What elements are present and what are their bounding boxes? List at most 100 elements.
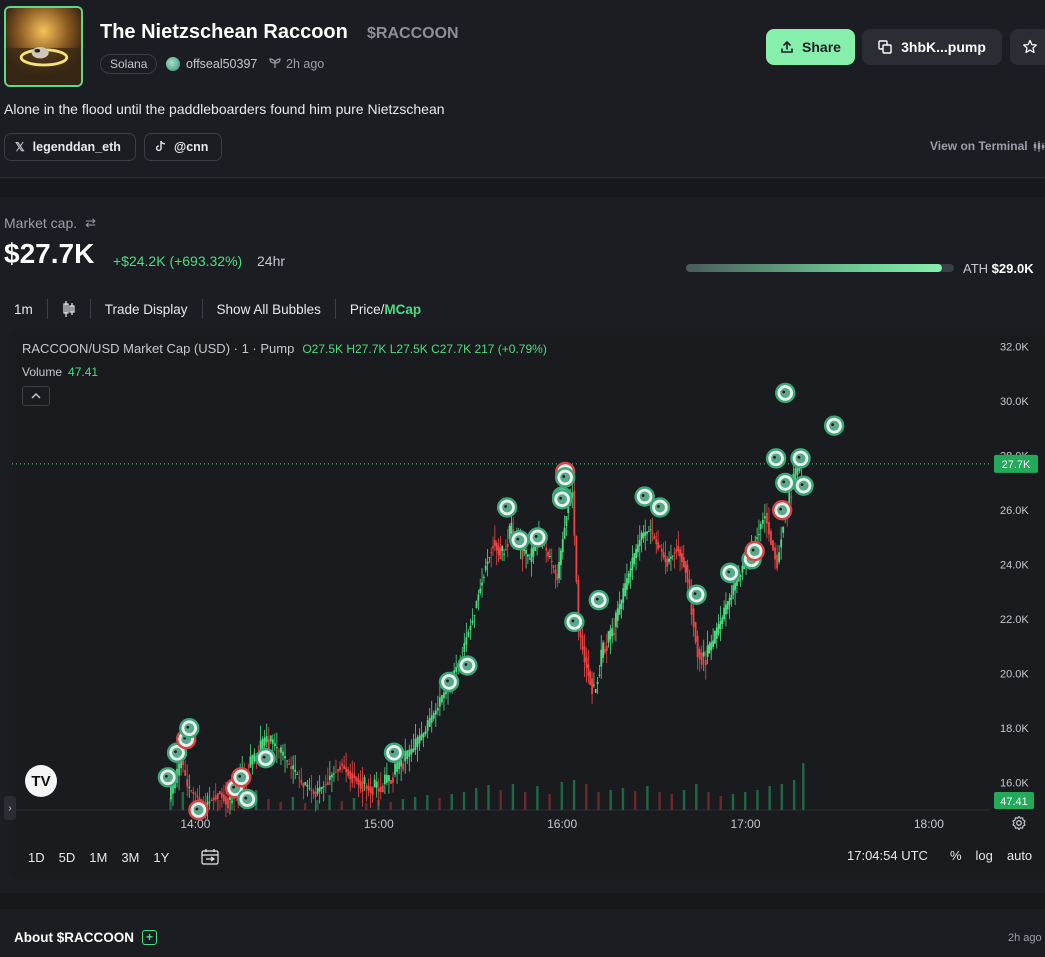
trade-bubble-eye bbox=[504, 505, 508, 508]
show-all-bubbles-button[interactable]: Show All Bubbles bbox=[216, 301, 321, 317]
trade-bubble[interactable] bbox=[527, 527, 548, 548]
tiktok-link[interactable]: @cnn bbox=[144, 133, 222, 161]
chart-settings-icon[interactable] bbox=[1011, 815, 1027, 831]
trade-display-button[interactable]: Trade Display bbox=[104, 301, 188, 317]
volume-bar bbox=[340, 801, 343, 810]
trade-bubble[interactable] bbox=[790, 448, 811, 469]
candle-body bbox=[651, 532, 654, 535]
candle-body bbox=[739, 574, 742, 578]
candle-body bbox=[265, 735, 268, 743]
trade-bubble-avatar bbox=[795, 453, 806, 464]
trade-bubble[interactable] bbox=[823, 415, 845, 436]
trade-bubble[interactable] bbox=[496, 497, 518, 518]
candle-body bbox=[369, 786, 372, 794]
trade-bubble[interactable] bbox=[438, 671, 460, 693]
collapse-legend-button[interactable] bbox=[22, 386, 50, 406]
candle-body bbox=[670, 557, 672, 559]
trade-bubble[interactable] bbox=[509, 529, 530, 551]
candle-body bbox=[184, 770, 187, 776]
candle-body bbox=[333, 773, 335, 775]
trade-bubble[interactable] bbox=[255, 748, 276, 769]
trade-bubble[interactable] bbox=[793, 475, 814, 496]
about-section-header[interactable]: About $RACCOON + bbox=[14, 930, 157, 945]
trade-bubble[interactable] bbox=[649, 497, 671, 518]
volume-bar bbox=[426, 795, 429, 810]
candle-body bbox=[710, 642, 713, 651]
trade-bubble-eye bbox=[464, 663, 468, 666]
share-button[interactable]: Share bbox=[766, 29, 855, 65]
range-3m-button[interactable]: 3M bbox=[121, 849, 140, 865]
candle-type-button[interactable] bbox=[48, 293, 90, 325]
trade-bubble[interactable] bbox=[231, 767, 252, 788]
trade-bubble[interactable] bbox=[237, 788, 258, 810]
interval-selector[interactable]: 1m bbox=[14, 301, 33, 317]
auto-scale-button[interactable]: auto bbox=[1006, 848, 1033, 863]
trade-bubble[interactable] bbox=[551, 489, 573, 510]
candle-body bbox=[723, 607, 726, 620]
expand-sidebar-button[interactable]: › bbox=[4, 796, 16, 820]
about-title: About $RACCOON bbox=[14, 930, 134, 945]
trade-bubble[interactable] bbox=[775, 382, 796, 404]
range-1d-button[interactable]: 1D bbox=[28, 849, 45, 865]
candle-body bbox=[288, 763, 290, 765]
candle-body bbox=[653, 535, 656, 540]
goto-date-icon[interactable] bbox=[199, 848, 221, 866]
trade-bubble-eye bbox=[238, 774, 242, 778]
trade-bubble[interactable] bbox=[771, 499, 793, 521]
trade-bubble[interactable] bbox=[179, 718, 200, 739]
candle-body bbox=[631, 557, 634, 571]
log-scale-button[interactable]: log bbox=[975, 848, 993, 863]
range-5d-button[interactable]: 5D bbox=[58, 849, 76, 865]
trade-bubble[interactable] bbox=[765, 448, 787, 469]
view-on-terminal-link[interactable]: View on Terminal bbox=[930, 139, 1045, 153]
candle-body bbox=[796, 462, 799, 475]
chart-canvas[interactable]: 32.0K30.0K28.0K26.0K24.0K22.0K20.0K18.0K… bbox=[12, 333, 1045, 878]
trade-bubble-avatar bbox=[532, 532, 543, 543]
price-chart[interactable]: 32.0K30.0K28.0K26.0K24.0K22.0K20.0K18.0K… bbox=[4, 333, 1045, 878]
candle-body bbox=[484, 565, 487, 571]
candle-body bbox=[704, 660, 707, 665]
percent-scale-button[interactable]: % bbox=[949, 848, 962, 863]
range-1m-button[interactable]: 1M bbox=[89, 849, 108, 865]
trade-bubble[interactable] bbox=[554, 467, 576, 488]
trade-bubble[interactable] bbox=[588, 589, 609, 611]
token-image[interactable] bbox=[4, 6, 83, 87]
trade-bubble[interactable] bbox=[686, 584, 707, 605]
trade-bubble[interactable] bbox=[775, 472, 796, 494]
x-axis-tick-label: 16:00 bbox=[547, 817, 577, 831]
candle-body bbox=[394, 763, 396, 775]
trade-bubble-eye bbox=[164, 774, 168, 778]
trade-bubble-eye bbox=[174, 750, 177, 754]
trade-bubble[interactable] bbox=[720, 562, 741, 584]
price-mcap-toggle[interactable]: Price/MCap bbox=[336, 293, 435, 325]
swap-icon[interactable]: ⇄ bbox=[85, 215, 97, 230]
candle-body bbox=[361, 781, 364, 792]
candle-body bbox=[638, 540, 641, 547]
trade-bubble[interactable] bbox=[457, 655, 478, 676]
volume-bar bbox=[511, 784, 515, 810]
favorite-button[interactable] bbox=[1010, 29, 1045, 65]
candle-body bbox=[441, 694, 443, 703]
candle-body bbox=[686, 564, 689, 583]
share-label: Share bbox=[802, 39, 841, 55]
trade-bubble[interactable] bbox=[157, 767, 179, 788]
candle-body bbox=[545, 547, 548, 551]
trade-bubble[interactable] bbox=[564, 611, 585, 633]
trade-bubble[interactable] bbox=[166, 742, 188, 763]
candle-body bbox=[349, 770, 352, 780]
trade-bubble[interactable] bbox=[188, 799, 209, 821]
candle-body bbox=[759, 523, 762, 530]
candle-body bbox=[794, 468, 797, 483]
creator-link[interactable]: offseal50397 bbox=[165, 55, 257, 73]
trade-bubble[interactable] bbox=[383, 742, 405, 763]
trade-bubble-avatar bbox=[749, 546, 760, 557]
range-1y-button[interactable]: 1Y bbox=[153, 849, 170, 865]
tradingview-logo[interactable]: TV bbox=[25, 765, 57, 797]
x-profile-link[interactable]: 𝕏 legenddan_eth bbox=[4, 133, 136, 161]
trade-bubble[interactable] bbox=[634, 486, 655, 507]
candle-body bbox=[463, 643, 466, 652]
trade-bubble[interactable] bbox=[744, 540, 765, 562]
candle-body bbox=[188, 786, 191, 789]
copy-address-button[interactable]: 3hbK...pump bbox=[862, 29, 1002, 65]
candle-body bbox=[761, 519, 764, 524]
